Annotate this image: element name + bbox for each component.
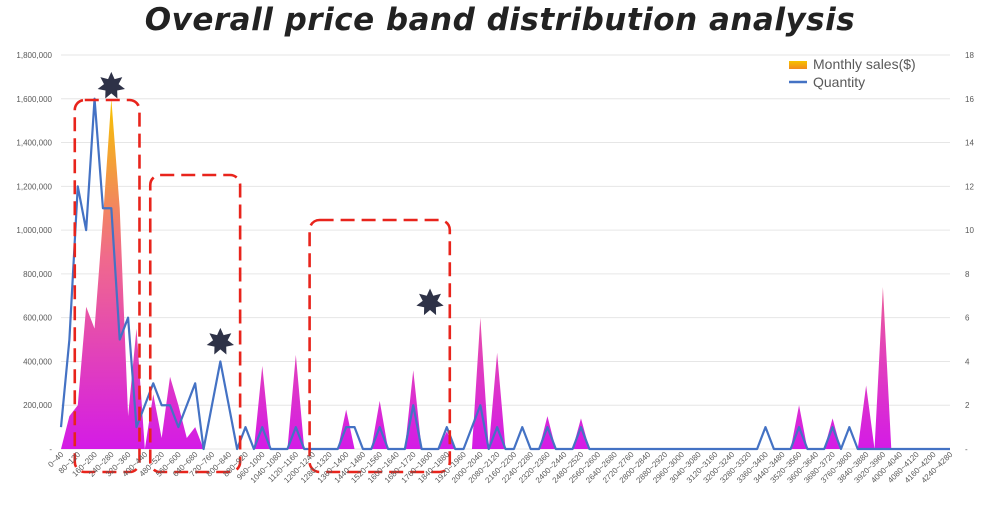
right-axis-ticks: - 2 4 6 8 10 12 14 16 18 (965, 51, 974, 454)
y-left-tick-label: 1,800,000 (16, 51, 52, 60)
y-right-tick-label: 16 (965, 95, 974, 104)
y-left-tick-label: 600,000 (23, 314, 52, 323)
chart-title: Overall price band distribution analysis (144, 2, 856, 38)
gridlines (61, 54, 950, 450)
y-right-tick-label: 10 (965, 226, 974, 235)
y-left-tick-label: 1,600,000 (16, 95, 52, 104)
y-left-tick-label: 1,400,000 (16, 139, 52, 148)
y-right-tick-label: 2 (965, 401, 970, 410)
left-axis-ticks: - 200,000 400,000 600,000 800,000 1,000,000 1,… (16, 51, 52, 454)
star-marker-icon (206, 327, 234, 355)
y-left-tick-label: 1,000,000 (16, 226, 52, 235)
highlight-box (148, 173, 242, 474)
y-right-tick-label: - (965, 445, 968, 454)
y-right-tick-label: 4 (965, 357, 970, 366)
star-marker-icon (416, 288, 444, 316)
x-axis-ticks: 0~4080~120160~200240~280320~360400~44048… (46, 450, 955, 485)
quantity-line-series (59, 97, 950, 451)
y-right-tick-label: 12 (965, 182, 974, 191)
y-right-tick-label: 6 (965, 314, 970, 323)
y-left-tick-label: 1,200,000 (16, 182, 52, 191)
highlight-box (308, 218, 452, 474)
legend: Monthly sales($) Quantity (789, 56, 916, 90)
star-marker-icon (97, 71, 125, 99)
y-right-tick-label: 8 (965, 270, 970, 279)
quantity-line (59, 97, 950, 451)
legend-sales-swatch (789, 61, 807, 69)
y-left-tick-label: 400,000 (23, 357, 52, 366)
y-left-tick-label: 800,000 (23, 270, 52, 279)
y-right-tick-label: 14 (965, 139, 974, 148)
y-right-tick-label: 18 (965, 51, 974, 60)
legend-quantity-label: Quantity (813, 74, 865, 90)
annotations (73, 71, 452, 474)
highlight-box (73, 98, 141, 474)
y-left-tick-label: - (49, 445, 52, 454)
y-left-tick-label: 200,000 (23, 401, 52, 410)
legend-sales-label: Monthly sales($) (813, 56, 916, 72)
